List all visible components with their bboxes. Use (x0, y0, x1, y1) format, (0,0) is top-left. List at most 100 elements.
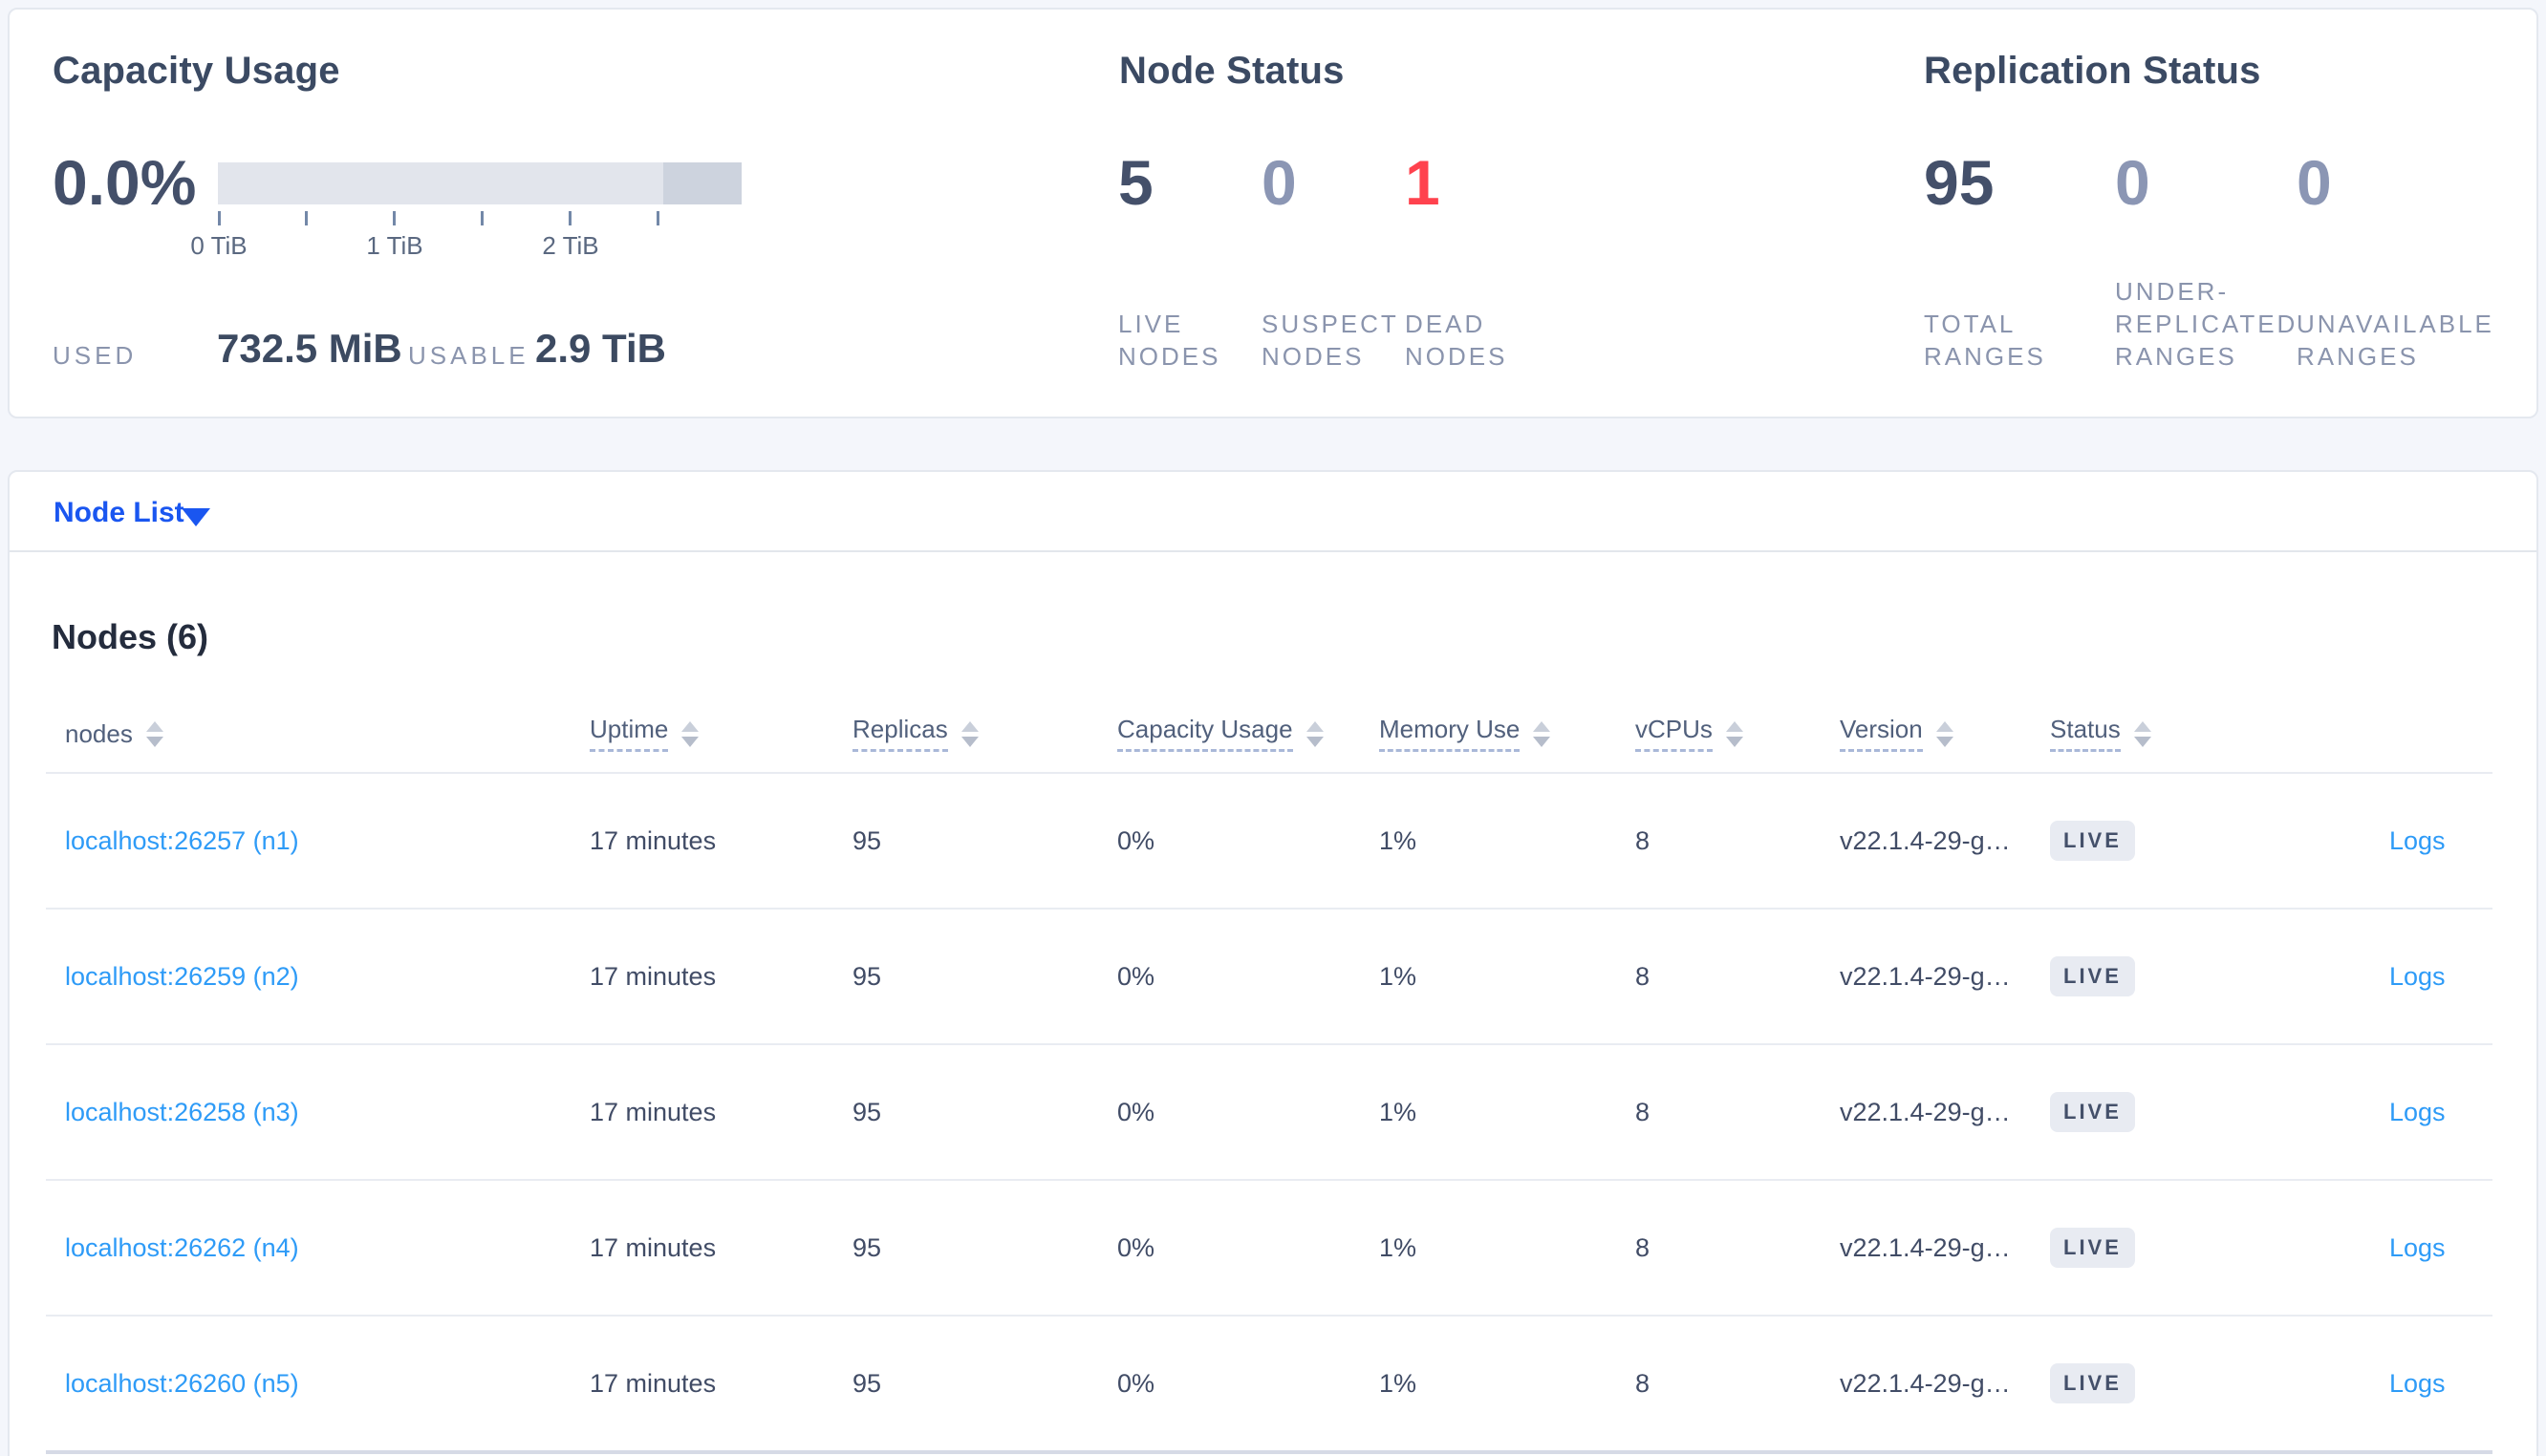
vcpus-cell: 8 (1635, 825, 1651, 855)
axis-tick (393, 211, 396, 225)
sort-icon (960, 720, 979, 747)
used-label: USED (53, 341, 138, 370)
nodes-section-heading: Nodes (6) (52, 617, 209, 656)
capacity-bar-reserved-segment (662, 162, 742, 204)
table-row: localhost:26259 (n2) 17 minutes 95 0% 1%… (46, 910, 2492, 1045)
version-cell: v22.1.4-29-g… (1840, 1097, 2011, 1126)
dead-nodes-label: DEAD NODES (1405, 310, 1508, 371)
column-header-replicas[interactable]: Replicas (852, 717, 1117, 752)
nodes-table: nodes Uptime Replicas Capacity Usage Mem… (46, 696, 2492, 1454)
status-badge: LIVE (2050, 1363, 2135, 1403)
node-status-title: Node Status (1119, 50, 1345, 92)
capacity-usage-cell: 0% (1117, 961, 1155, 991)
under-replicated-ranges-label: UNDER- REPLICATED RANGES (2115, 277, 2298, 371)
axis-tick-label: 1 TiB (366, 231, 423, 260)
uptime-cell: 17 minutes (590, 961, 717, 991)
logs-link[interactable]: Logs (2389, 961, 2446, 991)
uptime-cell: 17 minutes (590, 1097, 717, 1126)
column-header-nodes[interactable]: nodes (46, 720, 590, 747)
vcpus-cell: 8 (1635, 1232, 1651, 1262)
table-row: localhost:26260 (n5) 17 minutes 95 0% 1%… (46, 1317, 2492, 1454)
usable-label: USABLE (408, 341, 529, 370)
node-link[interactable]: localhost:26260 (n5) (65, 1368, 299, 1398)
suspect-nodes-stat: 0 SUSPECT NODES (1262, 0, 1443, 411)
sort-icon (1533, 720, 1551, 747)
column-header-status[interactable]: Status (2050, 717, 2389, 752)
version-cell: v22.1.4-29-g… (1840, 1368, 2011, 1398)
table-row: localhost:26257 (n1) 17 minutes 95 0% 1%… (46, 774, 2492, 910)
node-link[interactable]: localhost:26259 (n2) (65, 961, 299, 991)
version-cell: v22.1.4-29-g… (1840, 961, 2011, 991)
logs-link[interactable]: Logs (2389, 1232, 2446, 1262)
total-ranges-value: 95 (1924, 147, 1995, 218)
uptime-cell: 17 minutes (590, 825, 717, 855)
sort-icon (1935, 720, 1953, 747)
memory-use-cell: 1% (1379, 1232, 1417, 1262)
node-link[interactable]: localhost:26257 (n1) (65, 825, 299, 855)
table-row: localhost:26262 (n4) 17 minutes 95 0% 1%… (46, 1181, 2492, 1317)
sort-icon (2133, 720, 2151, 747)
capacity-usage-bar (218, 162, 742, 204)
cluster-summary-card (8, 8, 2538, 418)
capacity-usage-cell: 0% (1117, 1232, 1155, 1262)
status-badge: LIVE (2050, 956, 2135, 996)
node-link[interactable]: localhost:26258 (n3) (65, 1097, 299, 1126)
table-header-row: nodes Uptime Replicas Capacity Usage Mem… (46, 696, 2492, 774)
replicas-cell: 95 (852, 825, 882, 855)
column-header-vcpus[interactable]: vCPUs (1635, 717, 1840, 752)
version-cell: v22.1.4-29-g… (1840, 825, 2011, 855)
live-nodes-label: LIVE NODES (1118, 310, 1221, 371)
total-ranges-stat: 95 TOTAL RANGES (1924, 0, 2105, 411)
suspect-nodes-value: 0 (1262, 147, 1297, 218)
replicas-cell: 95 (852, 1232, 882, 1262)
memory-use-cell: 1% (1379, 1097, 1417, 1126)
vcpus-cell: 8 (1635, 1368, 1651, 1398)
capacity-usage-title: Capacity Usage (53, 50, 340, 92)
axis-tick (657, 211, 659, 225)
memory-use-cell: 1% (1379, 1368, 1417, 1398)
status-badge: LIVE (2050, 1228, 2135, 1268)
logs-link[interactable]: Logs (2389, 825, 2446, 855)
uptime-cell: 17 minutes (590, 1368, 717, 1398)
table-row: localhost:26258 (n3) 17 minutes 95 0% 1%… (46, 1045, 2492, 1181)
memory-use-cell: 1% (1379, 961, 1417, 991)
unavailable-ranges-value: 0 (2297, 147, 2332, 218)
vcpus-cell: 8 (1635, 1097, 1651, 1126)
capacity-usage-cell: 0% (1117, 1097, 1155, 1126)
replicas-cell: 95 (852, 1368, 882, 1398)
vcpus-cell: 8 (1635, 961, 1651, 991)
dead-nodes-value: 1 (1405, 147, 1440, 218)
axis-tick-label: 2 TiB (542, 231, 599, 260)
column-header-memory-use[interactable]: Memory Use (1379, 717, 1635, 752)
live-nodes-value: 5 (1118, 147, 1154, 218)
sort-icon (681, 720, 700, 747)
total-ranges-label: TOTAL RANGES (1924, 310, 2046, 371)
under-replicated-ranges-value: 0 (2115, 147, 2150, 218)
under-replicated-ranges-stat: 0 UNDER- REPLICATED RANGES (2115, 0, 2297, 411)
axis-tick-label: 0 TiB (190, 231, 248, 260)
axis-tick (481, 211, 484, 225)
logs-link[interactable]: Logs (2389, 1368, 2446, 1398)
status-badge: LIVE (2050, 821, 2135, 861)
logs-link[interactable]: Logs (2389, 1097, 2446, 1126)
sort-icon (1725, 720, 1743, 747)
uptime-cell: 17 minutes (590, 1232, 717, 1262)
capacity-percent-value: 0.0% (53, 147, 197, 218)
unavailable-ranges-label: UNAVAILABLE RANGES (2297, 310, 2494, 371)
sort-icon (145, 720, 163, 747)
version-cell: v22.1.4-29-g… (1840, 1232, 2011, 1262)
replicas-cell: 95 (852, 1097, 882, 1126)
column-header-uptime[interactable]: Uptime (590, 717, 852, 752)
used-value: 732.5 MiB (217, 326, 402, 371)
column-header-version[interactable]: Version (1840, 717, 2050, 752)
divider (10, 550, 2536, 552)
usable-value: 2.9 TiB (535, 326, 666, 371)
column-header-capacity-usage[interactable]: Capacity Usage (1117, 717, 1379, 752)
suspect-nodes-label: SUSPECT NODES (1262, 310, 1399, 371)
node-link[interactable]: localhost:26262 (n4) (65, 1232, 299, 1262)
replicas-cell: 95 (852, 961, 882, 991)
unavailable-ranges-stat: 0 UNAVAILABLE RANGES (2297, 0, 2492, 411)
axis-tick (305, 211, 308, 225)
view-selector-dropdown[interactable]: Node List (54, 497, 184, 528)
axis-tick (569, 211, 572, 225)
